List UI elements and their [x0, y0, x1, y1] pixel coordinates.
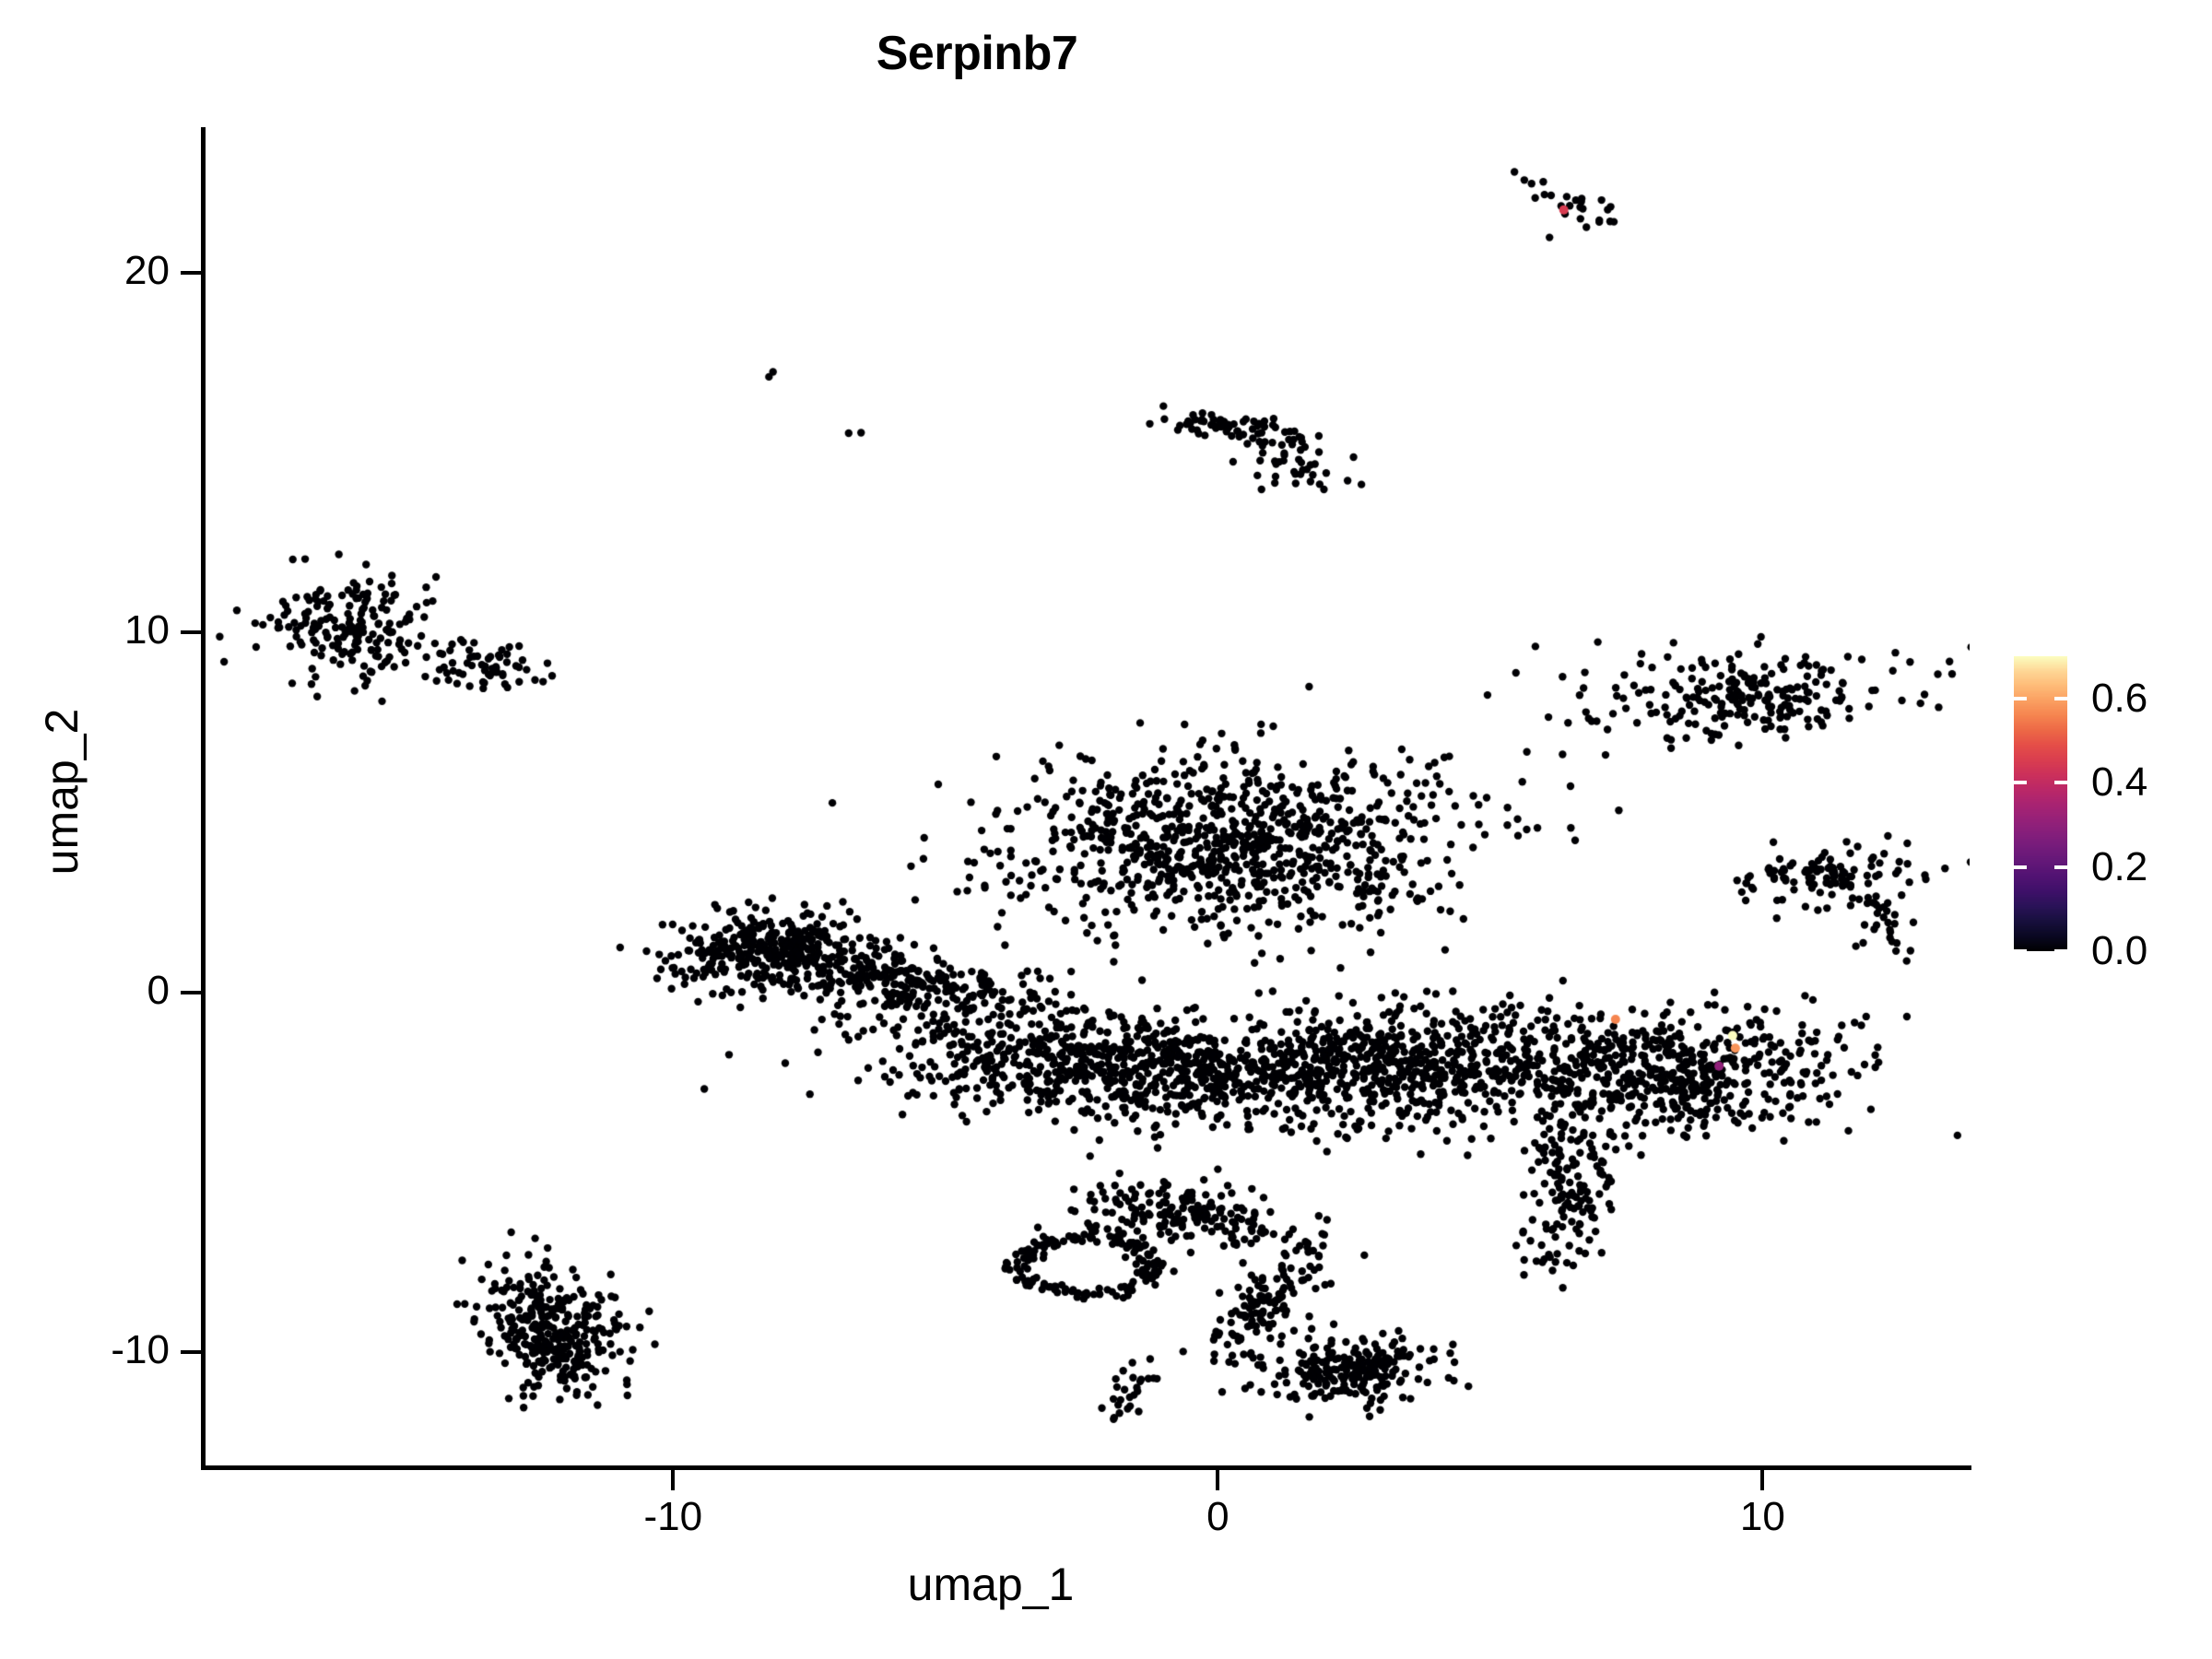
x-tick-mark [1760, 1470, 1765, 1490]
x-tick-label: 0 [1206, 1494, 1230, 1539]
scatter-points [205, 129, 1970, 1467]
x-tick-label: -10 [643, 1494, 703, 1539]
colorbar-tick-label: 0.2 [2091, 843, 2148, 889]
y-tick-label: 10 [124, 607, 170, 653]
y-tick-label: -10 [111, 1327, 170, 1373]
colorbar-gradient [2014, 656, 2067, 951]
y-tick-mark [181, 990, 201, 994]
y-tick-label: 0 [147, 967, 170, 1013]
x-tick-mark [1216, 1470, 1220, 1490]
plot-panel [205, 129, 1970, 1467]
colorbar-tick-label: 0.4 [2091, 759, 2148, 806]
x-tick-label: 10 [1739, 1494, 1785, 1539]
colorbar-tick-mark [2054, 865, 2067, 869]
colorbar-tick-mark [2014, 865, 2027, 869]
x-axis-line [201, 1465, 1971, 1470]
y-tick-mark [181, 1350, 201, 1355]
colorbar-tick-mark [2054, 949, 2067, 953]
y-axis-line [201, 127, 206, 1469]
colorbar-tick-label: 0.0 [2091, 928, 2148, 973]
colorbar-legend [2014, 656, 2067, 951]
colorbar-tick-mark [2054, 696, 2067, 700]
y-tick-mark [181, 271, 201, 276]
page-title: Serpinb7 [876, 27, 1078, 80]
colorbar-tick-mark [2014, 781, 2027, 785]
y-tick-mark [181, 630, 201, 635]
y-tick-label: 20 [124, 248, 170, 294]
colorbar-tick-mark [2054, 781, 2067, 785]
colorbar-tick-mark [2014, 696, 2027, 700]
y-axis-label: umap_2 [36, 708, 88, 876]
x-axis-label: umap_1 [907, 1559, 1075, 1610]
x-tick-mark [671, 1470, 676, 1490]
colorbar-tick-mark [2014, 949, 2027, 953]
colorbar-tick-label: 0.6 [2091, 675, 2148, 721]
